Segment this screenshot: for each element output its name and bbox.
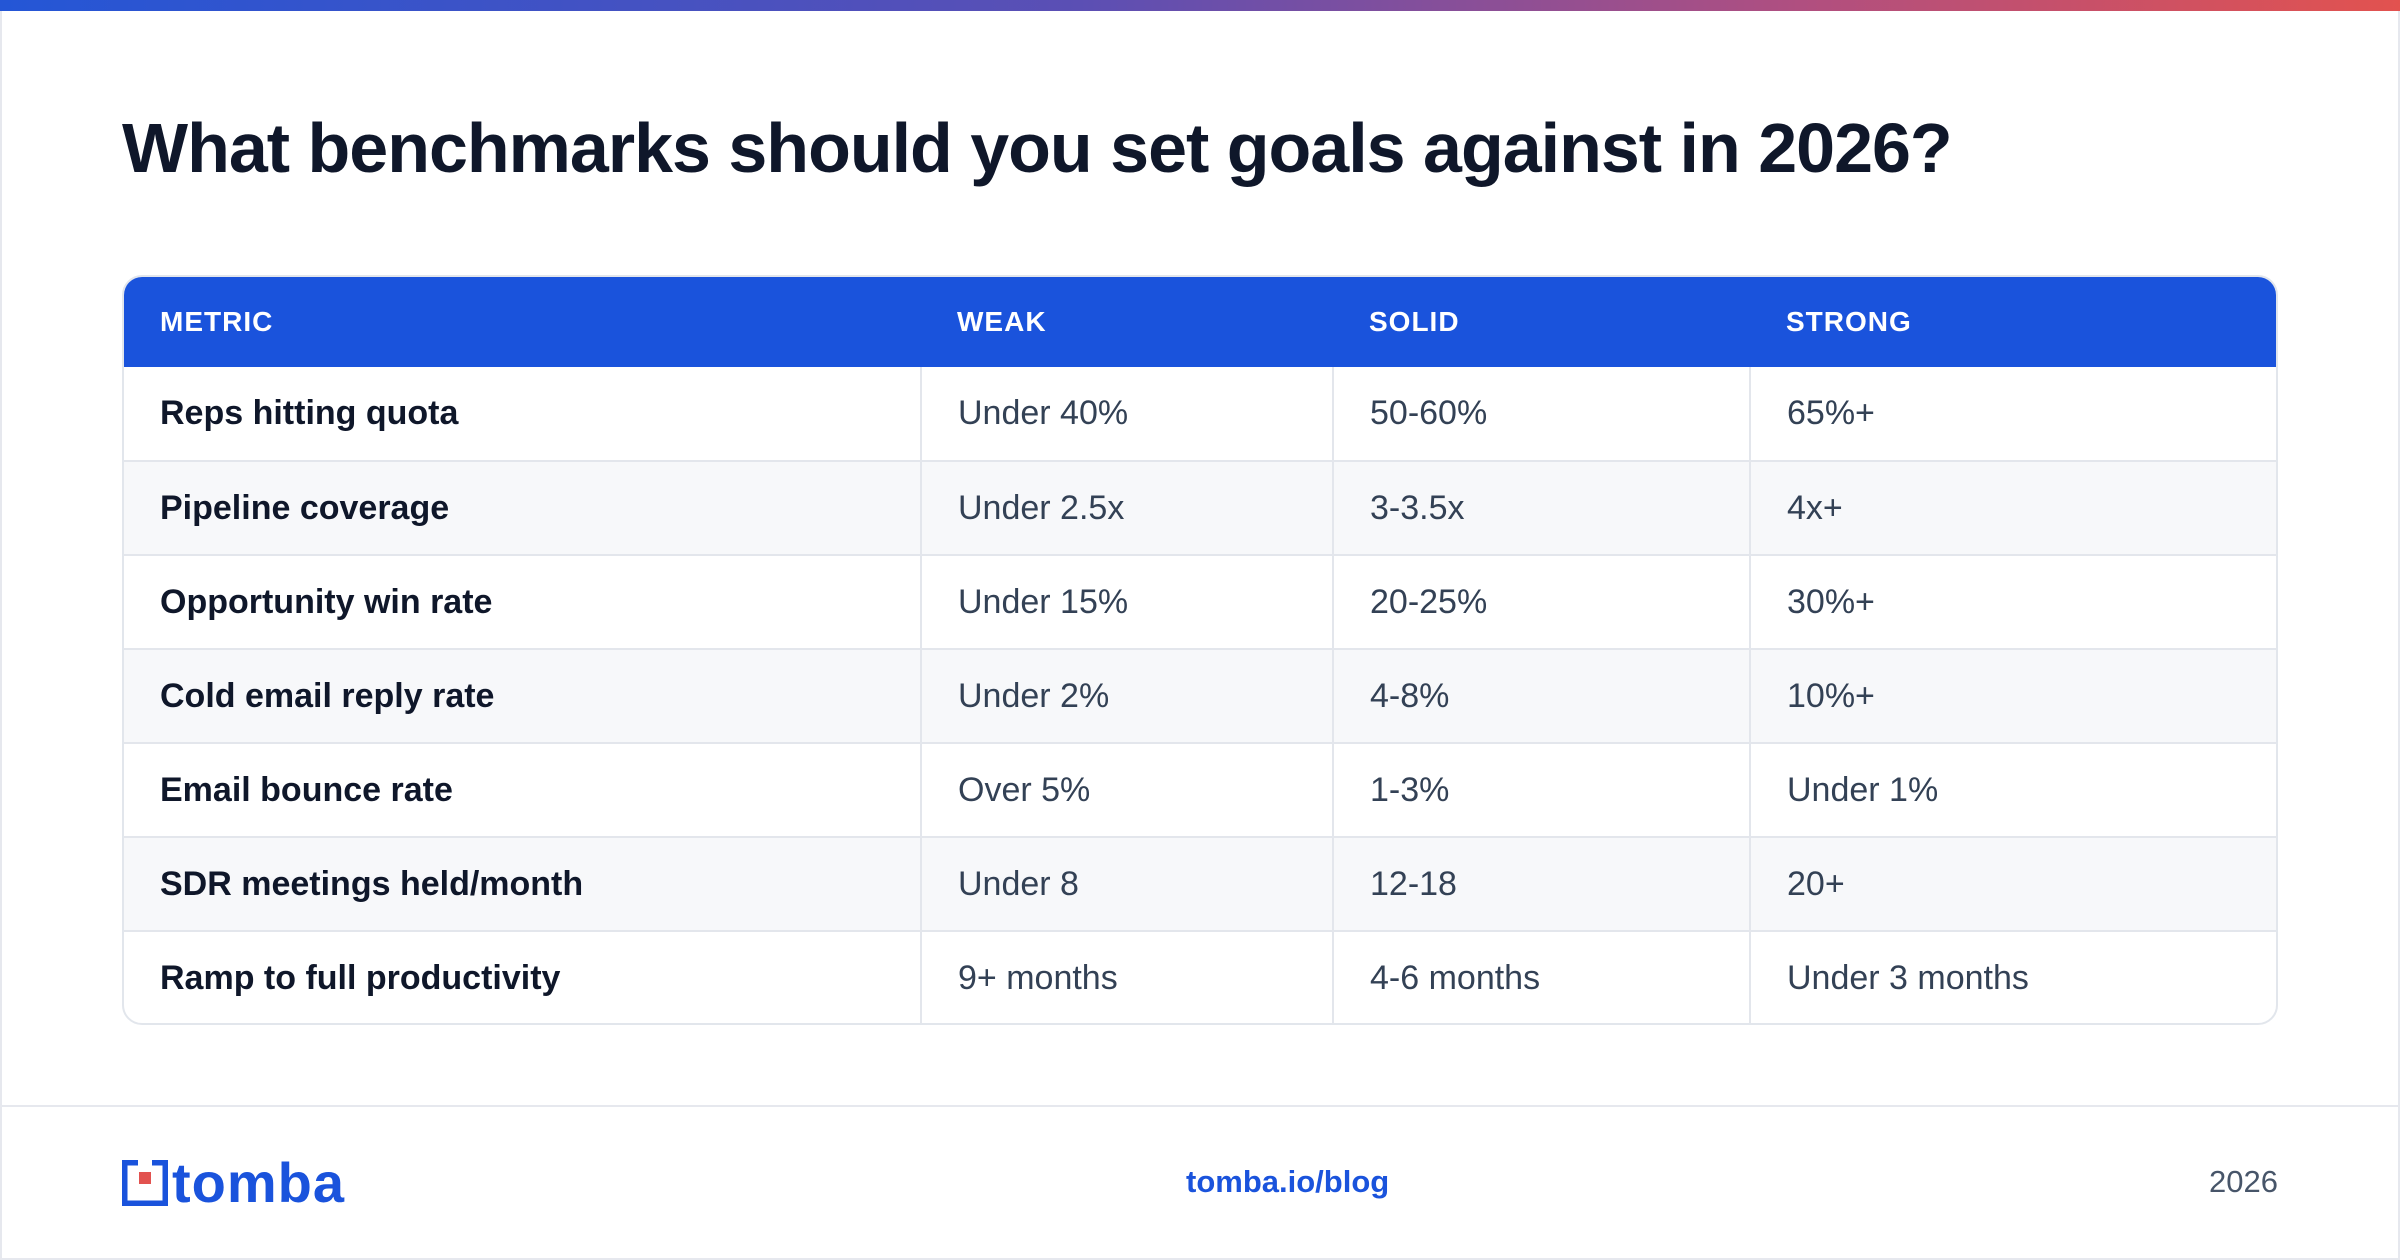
header-metric: METRIC (160, 306, 274, 337)
solid-cell: 20-25% (1332, 555, 1750, 649)
logo-text: tomba (172, 1151, 345, 1214)
header-strong: STRONG (1786, 306, 1912, 337)
strong-cell: Under 3 months (1749, 931, 2276, 1023)
weak-cell: Under 8 (920, 837, 1333, 931)
solid-cell: 1-3% (1332, 743, 1750, 837)
benchmarks-table-card: METRIC WEAK SOLID STRONG Reps hitting qu… (122, 275, 2278, 1025)
metric-cell: Ramp to full productivity (160, 959, 561, 997)
metric-cell: Pipeline coverage (160, 488, 450, 527)
weak-cell: 9+ months (920, 931, 1333, 1023)
table-row: Ramp to full productivity 9+ months 4-6 … (124, 931, 2276, 1023)
strong-cell: 30%+ (1749, 555, 2276, 649)
header-weak: WEAK (957, 306, 1047, 337)
strong-cell: 65%+ (1749, 367, 2276, 461)
weak-cell: Under 2% (920, 649, 1333, 743)
table-row: SDR meetings held/month Under 8 12-18 20… (124, 837, 2276, 931)
page-frame (0, 11, 2400, 1260)
solid-cell: 12-18 (1332, 837, 1750, 931)
table-row: Reps hitting quota Under 40% 50-60% 65%+ (124, 367, 2276, 461)
weak-cell: Under 15% (920, 555, 1333, 649)
solid-cell: 50-60% (1332, 367, 1750, 461)
strong-cell: 10%+ (1749, 649, 2276, 743)
strong-cell: 4x+ (1749, 461, 2276, 555)
metric-cell: SDR meetings held/month (160, 864, 584, 903)
strong-cell: 20+ (1749, 837, 2276, 931)
solid-cell: 4-6 months (1332, 931, 1750, 1023)
footer-divider (2, 1105, 2398, 1107)
table-row: Pipeline coverage Under 2.5x 3-3.5x 4x+ (124, 461, 2276, 555)
table-row: Opportunity win rate Under 15% 20-25% 30… (124, 555, 2276, 649)
table-row: Email bounce rate Over 5% 1-3% Under 1% (124, 743, 2276, 837)
weak-cell: Under 40% (920, 367, 1333, 461)
table-row: Cold email reply rate Under 2% 4-8% 10%+ (124, 649, 2276, 743)
metric-cell: Email bounce rate (160, 770, 453, 809)
footer-year: 2026 (2209, 1164, 2278, 1199)
table-header-row: METRIC WEAK SOLID STRONG (124, 277, 2276, 367)
weak-cell: Over 5% (920, 743, 1333, 837)
weak-cell: Under 2.5x (920, 461, 1333, 555)
tomba-logo[interactable]: tomba (120, 1151, 345, 1214)
top-gradient-bar (0, 0, 2400, 11)
metric-cell: Opportunity win rate (160, 582, 493, 621)
blog-link[interactable]: tomba.io/blog (1186, 1164, 1390, 1199)
metric-cell: Cold email reply rate (160, 676, 495, 715)
solid-cell: 4-8% (1332, 649, 1750, 743)
benchmarks-table: METRIC WEAK SOLID STRONG Reps hitting qu… (124, 277, 2276, 1023)
header-solid: SOLID (1369, 306, 1460, 337)
strong-cell: Under 1% (1749, 743, 2276, 837)
tomba-logo-icon (120, 1158, 170, 1208)
solid-cell: 3-3.5x (1332, 461, 1750, 555)
metric-cell: Reps hitting quota (160, 394, 459, 432)
page-title: What benchmarks should you set goals aga… (122, 109, 1953, 187)
